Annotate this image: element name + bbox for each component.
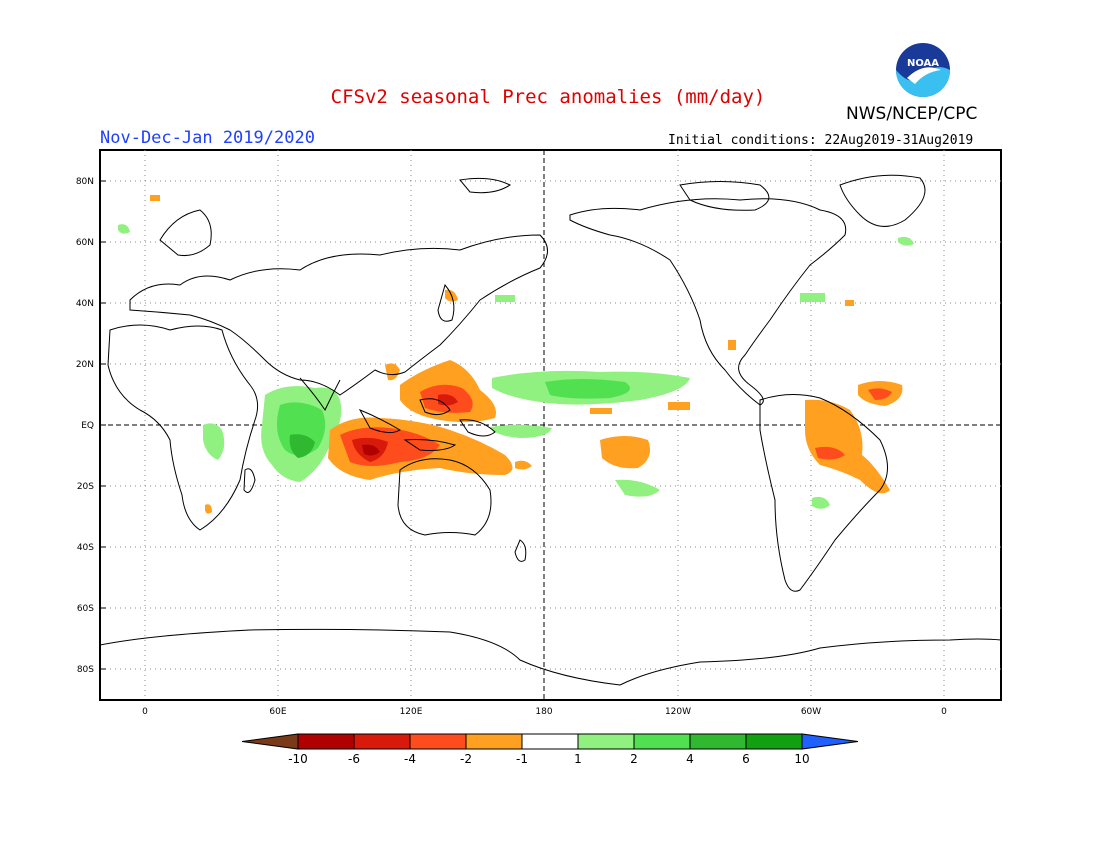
colorbar-extension-low: [241, 733, 299, 750]
map-title: CFSv2 seasonal Prec anomalies (mm/day): [330, 86, 766, 108]
lat-label: 60S: [77, 604, 94, 614]
colorbar-swatch: [353, 733, 411, 750]
lat-label: EQ: [81, 421, 94, 431]
colorbar-label: -2: [460, 752, 472, 766]
colorbar-label: -6: [348, 752, 360, 766]
colorbar-label: -1: [516, 752, 528, 766]
colorbar-swatch: [689, 733, 747, 750]
lat-label: 40S: [77, 543, 94, 553]
lon-label: 60W: [801, 707, 821, 717]
lat-label: 20S: [77, 482, 94, 492]
lon-label: 0: [941, 707, 947, 717]
colorbar-label: 1: [574, 752, 582, 766]
colorbar-swatch: [521, 733, 579, 750]
coastlines: [99, 174, 1002, 686]
wet-anomalies: [118, 224, 914, 509]
colorbar-swatch: [577, 733, 635, 750]
agency-label: NWS/NCEP/CPC: [846, 104, 978, 124]
longitude-labels: 0 60E 120E 180 120W 60W 0: [142, 707, 947, 717]
lon-label: 120W: [665, 707, 691, 717]
lon-label: 180: [535, 707, 552, 717]
lat-label: 20N: [76, 360, 94, 370]
colorbar-label: 2: [630, 752, 638, 766]
colorbar-label: -4: [404, 752, 416, 766]
lon-label: 0: [142, 707, 148, 717]
lat-label: 60N: [76, 238, 94, 248]
lat-label: 80S: [77, 665, 94, 675]
colorbar-label: -10: [288, 752, 308, 766]
colorbar-swatch: [465, 733, 523, 750]
lon-label: 60E: [269, 707, 286, 717]
forecast-period: Nov-Dec-Jan 2019/2020: [100, 128, 315, 148]
colorbar-swatch: [633, 733, 691, 750]
colorbar: [241, 733, 859, 750]
dry-anomalies: [150, 195, 903, 514]
latitude-labels: 80N 60N 40N 20N EQ 20S 40S 60S 80S: [76, 177, 106, 675]
colorbar-label: 6: [742, 752, 750, 766]
noaa-logo: NOAA: [896, 43, 950, 97]
svg-text:NOAA: NOAA: [907, 58, 939, 69]
lat-label: 80N: [76, 177, 94, 187]
lon-label: 120E: [400, 707, 423, 717]
colorbar-label: 10: [794, 752, 810, 766]
colorbar-extension-high: [801, 733, 859, 750]
colorbar-swatch: [409, 733, 467, 750]
colorbar-label: 4: [686, 752, 694, 766]
initial-conditions: Initial conditions: 22Aug2019-31Aug2019: [668, 133, 974, 148]
colorbar-swatch: [297, 733, 355, 750]
lat-label: 40N: [76, 299, 94, 309]
colorbar-swatch: [745, 733, 803, 750]
